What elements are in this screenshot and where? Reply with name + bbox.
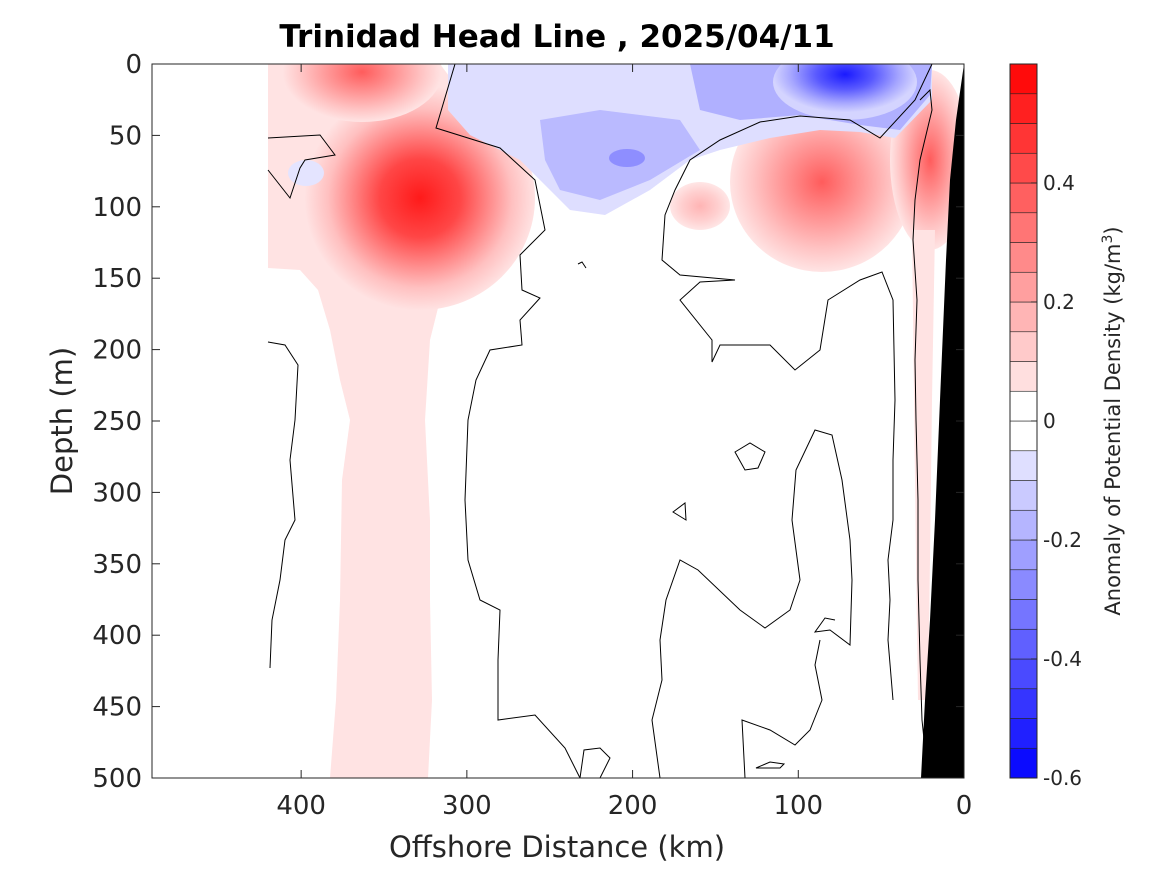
y-tick-label: 450 [92, 693, 142, 723]
y-tick-label: 200 [92, 336, 142, 366]
colorbar-level [1009, 93, 1038, 124]
y-tick-label: 350 [92, 550, 142, 580]
colorbar-label-sup: 3 [1100, 235, 1116, 244]
positive-anomaly-small [670, 182, 730, 230]
colorbar-tick-label: -0.2 [1043, 528, 1082, 552]
negative-anomaly-core [773, 64, 917, 120]
y-tick-label: 300 [92, 478, 142, 508]
colorbar-level [1009, 658, 1038, 690]
zero-contour-6 [651, 429, 853, 778]
y-axis-label: Depth (m) [45, 347, 79, 495]
y-tick-label: 50 [109, 121, 142, 151]
negative-anomaly-small [609, 149, 645, 167]
colorbar-level [1009, 420, 1038, 452]
colorbar-label-close: ) [1101, 226, 1125, 234]
x-axis-label: Offshore Distance (km) [389, 830, 725, 864]
colorbar-level [1009, 688, 1038, 719]
zero-contour-9 [672, 502, 687, 521]
y-tick-label: 0 [125, 50, 142, 80]
colorbar-level [1009, 628, 1038, 660]
colorbar-tick-label: 0.2 [1043, 290, 1075, 314]
x-tick-label: 400 [276, 791, 326, 821]
colorbar-ticks: 0.4 0.2 0 -0.2 -0.4 -0.6 [1031, 171, 1082, 790]
y-tick-label: 100 [92, 193, 142, 223]
zero-contour-12 [577, 261, 587, 269]
chart-title: Trinidad Head Line , 2025/04/11 [279, 19, 834, 55]
colorbar-level [1009, 390, 1038, 422]
colorbar-level [1009, 123, 1038, 154]
zero-contour-8 [734, 442, 766, 471]
colorbar [1009, 63, 1038, 779]
colorbar-level [1009, 182, 1038, 214]
y-tick-label: 250 [92, 407, 142, 437]
zero-contour-10 [579, 747, 611, 778]
colorbar-tick-label: 0.4 [1043, 171, 1075, 195]
colorbar-level [1009, 271, 1038, 303]
colorbar-tick-label: 0 [1043, 409, 1056, 433]
colorbar-level [1009, 63, 1038, 95]
zero-contour-2 [267, 134, 336, 200]
x-tick-label: 0 [956, 791, 973, 821]
colorbar-level [1009, 361, 1038, 392]
colorbar-label: Anomaly of Potential Density (kg/m3) [1100, 226, 1125, 615]
negative-anomaly-offshore [288, 160, 324, 186]
x-axis: 400 300 200 100 0 [276, 64, 972, 821]
colorbar-level [1009, 450, 1038, 481]
colorbar-level [1009, 480, 1038, 511]
colorbar-tick-label: -0.4 [1043, 647, 1082, 671]
y-axis: 0 50 100 150 200 250 300 350 400 450 500 [92, 50, 964, 794]
y-tick-label: 400 [92, 621, 142, 651]
y-tick-label: 500 [92, 764, 142, 794]
bottom-topography [921, 64, 964, 778]
x-tick-label: 300 [442, 791, 492, 821]
zero-contour-4 [661, 64, 933, 701]
colorbar-level [1009, 152, 1038, 184]
x-tick-label: 200 [608, 791, 658, 821]
colorbar-level [1009, 301, 1038, 333]
y-tick-label: 150 [92, 264, 142, 294]
zero-contour-7 [741, 639, 823, 778]
colorbar-level [1009, 242, 1038, 273]
colorbar-level [1009, 747, 1038, 779]
x-tick-label: 100 [773, 791, 823, 821]
colorbar-level [1009, 212, 1038, 243]
colorbar-level [1009, 331, 1038, 362]
zero-contours [267, 64, 933, 778]
zero-contour-3 [267, 341, 299, 669]
zero-contour-11 [755, 761, 786, 769]
zero-contour-5 [912, 88, 933, 778]
positive-anomaly-core [305, 86, 535, 310]
zero-contour-1 [435, 64, 581, 778]
colorbar-label-main: Anomaly of Potential Density (kg/m [1101, 244, 1125, 616]
contour-fields [267, 64, 964, 778]
colorbar-level [1009, 509, 1038, 541]
positive-anomaly-surface [282, 64, 442, 122]
colorbar-level [1009, 569, 1038, 600]
colorbar-level [1009, 599, 1038, 630]
colorbar-tick-label: -0.6 [1043, 766, 1082, 790]
colorbar-level [1009, 718, 1038, 749]
plot-area [151, 63, 965, 779]
colorbar-level [1009, 539, 1038, 571]
